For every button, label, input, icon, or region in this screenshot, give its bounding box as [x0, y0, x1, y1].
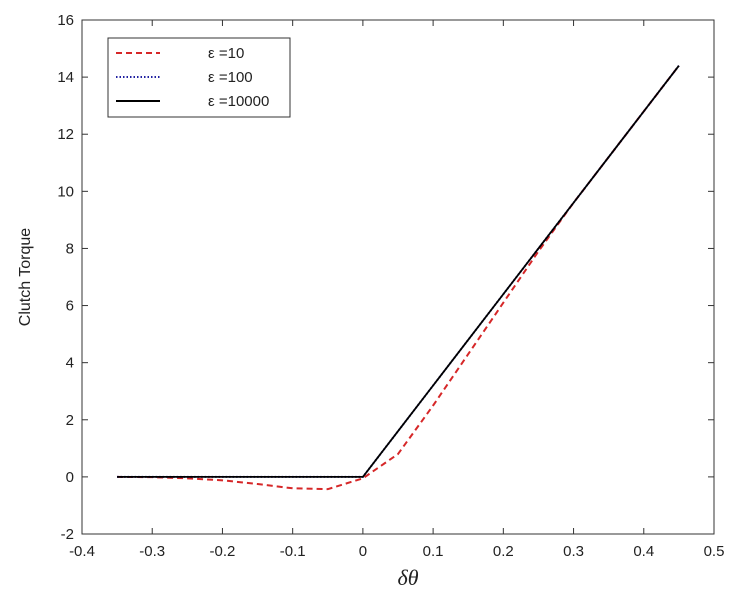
series-line — [117, 65, 680, 478]
series-line — [117, 65, 680, 491]
x-tick-label: 0 — [359, 543, 367, 560]
y-tick-label: 8 — [66, 240, 74, 257]
x-axis-label: δθ — [397, 565, 418, 590]
x-tick-label: -0.3 — [139, 543, 165, 560]
y-tick-label: 2 — [66, 412, 74, 429]
x-tick-label: 0.5 — [704, 543, 725, 560]
legend-label: ε =10000 — [208, 93, 269, 110]
x-tick-label: 0.2 — [493, 543, 514, 560]
x-tick-label: -0.4 — [69, 543, 95, 560]
x-tick-label: 0.4 — [633, 543, 654, 560]
y-tick-label: 6 — [66, 298, 74, 315]
y-tick-label: 4 — [66, 355, 74, 372]
y-tick-label: -2 — [61, 526, 74, 543]
x-tick-label: 0.3 — [563, 543, 584, 560]
x-tick-label: -0.2 — [210, 543, 236, 560]
legend-label: ε =10 — [208, 45, 244, 62]
legend-label: ε =100 — [208, 69, 253, 86]
x-tick-label: 0.1 — [423, 543, 444, 560]
x-tick-label: -0.1 — [280, 543, 306, 560]
y-tick-label: 0 — [66, 469, 74, 486]
y-tick-label: 12 — [57, 126, 74, 143]
y-axis-label: Clutch Torque — [17, 228, 34, 327]
y-tick-label: 10 — [57, 183, 74, 200]
y-tick-label: 16 — [57, 12, 74, 29]
y-tick-label: 14 — [57, 69, 74, 86]
